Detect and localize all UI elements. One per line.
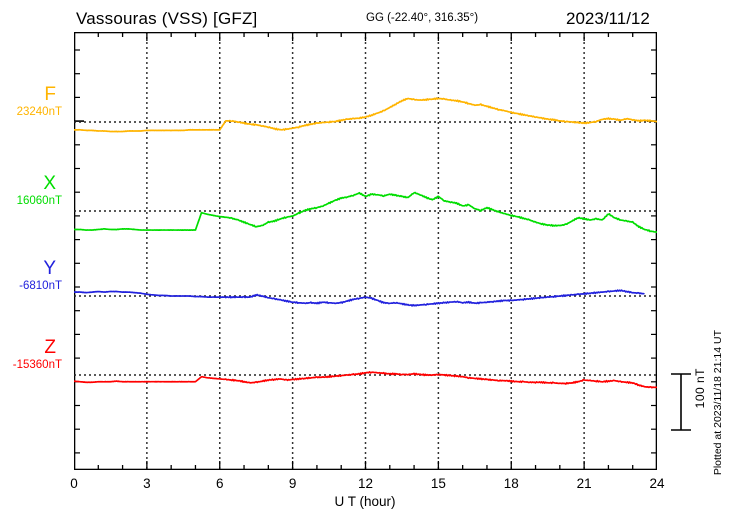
x-tick-label-15: 15 xyxy=(430,476,446,491)
scale-bar-icon xyxy=(671,373,691,431)
x-tick-label-3: 3 xyxy=(143,476,151,491)
x-tick-label-18: 18 xyxy=(503,476,519,491)
x-tick-label-9: 9 xyxy=(288,476,297,491)
plot-canvas xyxy=(74,32,657,470)
geographic-coordinates-label: GG (-22.40°, 316.35°) xyxy=(366,12,479,24)
x-tick-label-6: 6 xyxy=(215,476,224,491)
trace-z xyxy=(74,371,657,389)
x-tick-label-21: 21 xyxy=(576,476,592,491)
component-letter-x: X xyxy=(43,173,56,194)
component-baseline-value-z: -15360nT xyxy=(12,359,62,371)
trace-y xyxy=(74,289,645,307)
component-letter-f: F xyxy=(44,84,56,105)
component-letter-z: Z xyxy=(44,337,56,358)
x-tick-label-12: 12 xyxy=(357,476,374,491)
trace-f xyxy=(74,97,657,133)
station-title: Vassouras (VSS) [GFZ] xyxy=(76,9,258,28)
x-tick-label-24: 24 xyxy=(649,476,665,491)
x-axis-title: U T (hour) xyxy=(334,494,396,509)
x-tick-label-0: 0 xyxy=(70,476,78,491)
trace-x xyxy=(74,191,657,234)
component-baseline-value-x: 16060nT xyxy=(16,195,62,207)
component-letter-y: Y xyxy=(43,258,56,279)
component-baseline-value-f: 23240nT xyxy=(16,106,62,118)
date-label: 2023/11/12 xyxy=(566,9,650,28)
component-baseline-value-y: -6810nT xyxy=(19,280,62,292)
scale-bar-label: 100 nT xyxy=(693,368,707,409)
magnetogram-plot xyxy=(74,32,657,470)
plotted-timestamp-label: Plotted at 2023/11/18 21:14 UT xyxy=(712,330,724,476)
